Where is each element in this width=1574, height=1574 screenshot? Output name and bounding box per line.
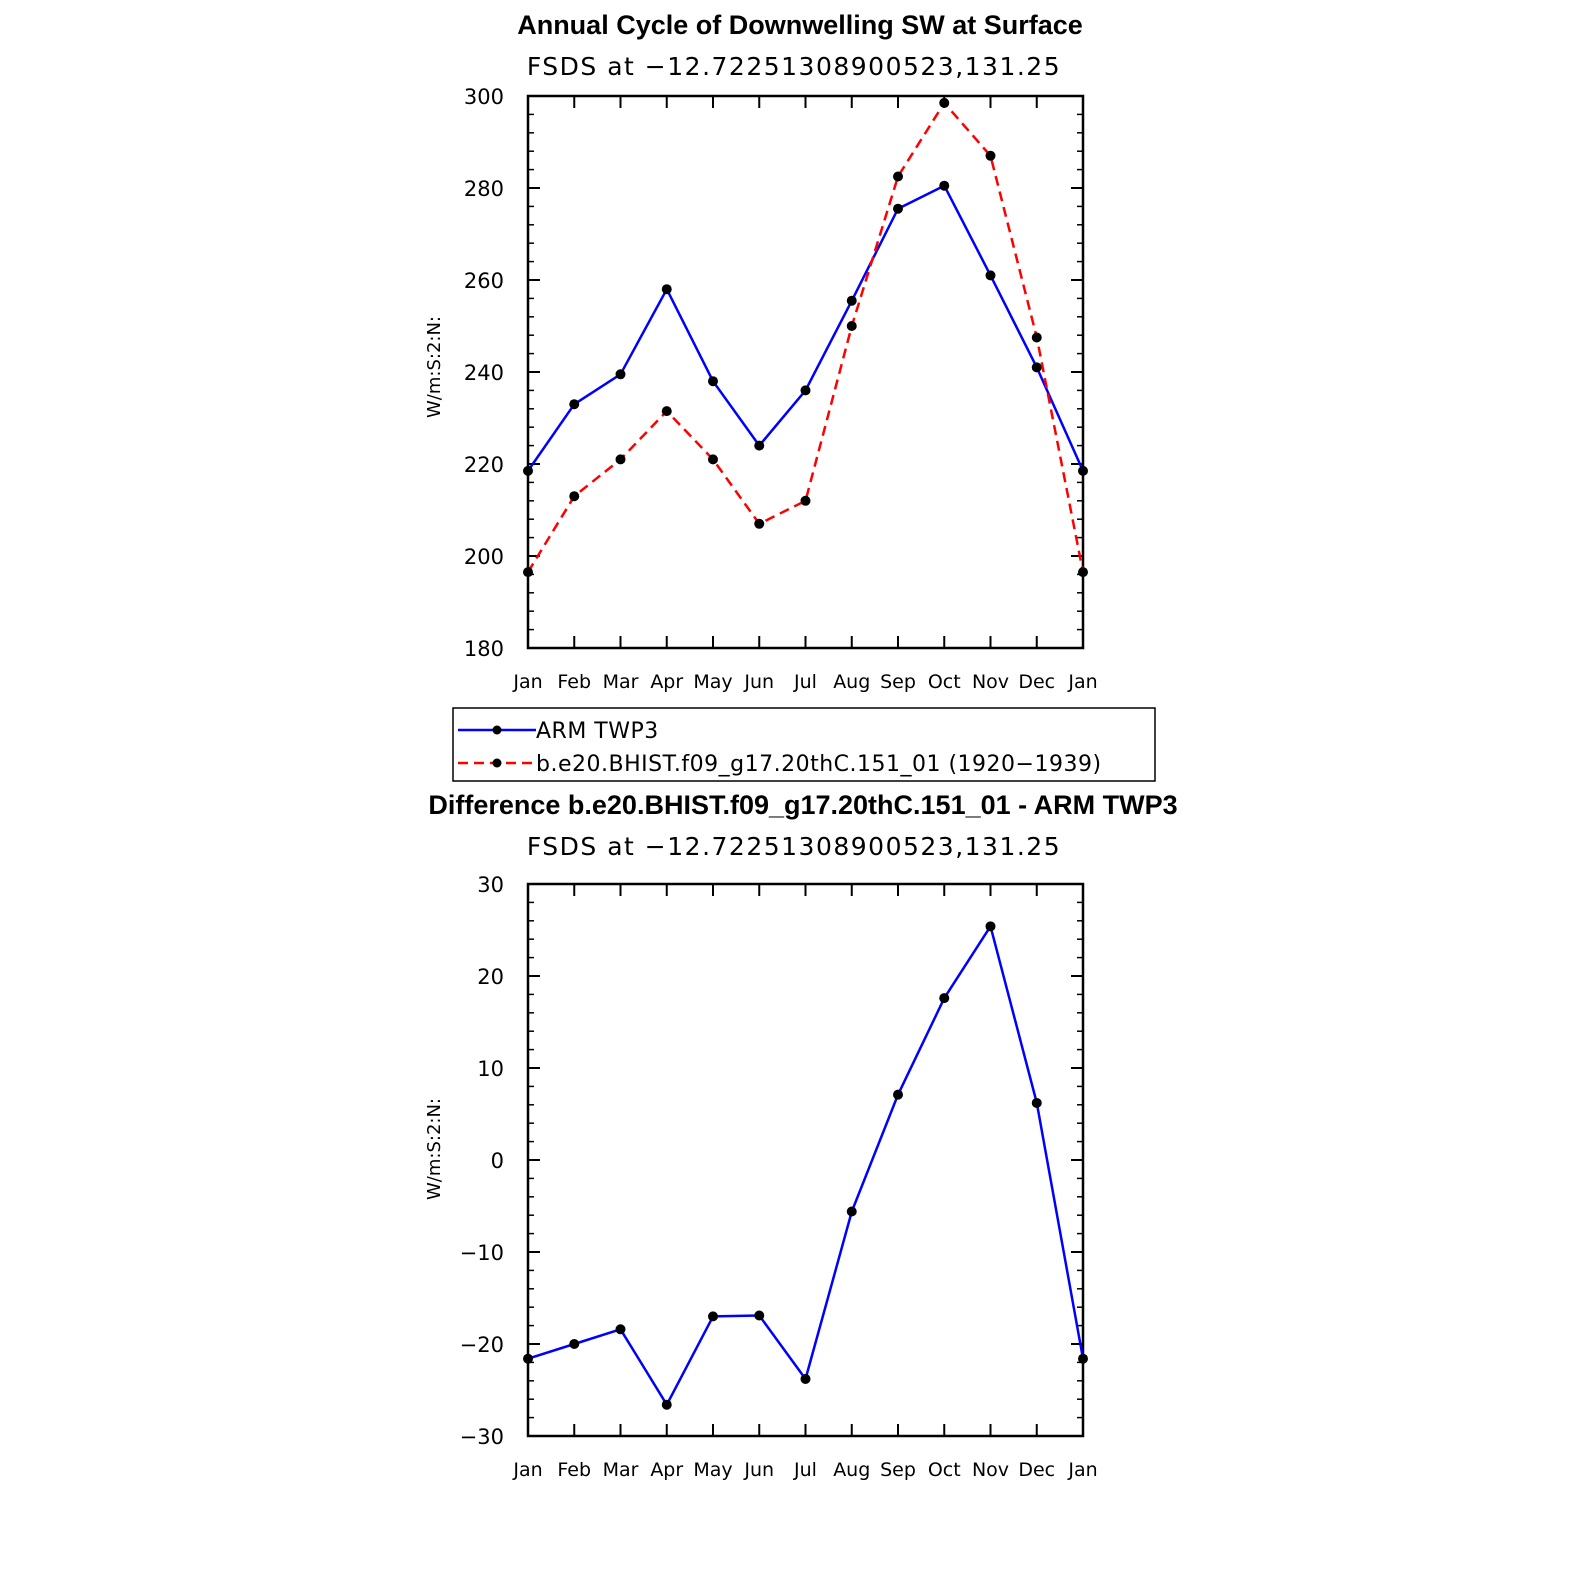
x-tick-label: Dec	[1018, 1459, 1055, 1481]
data-point	[661, 406, 672, 417]
y-tick-label: 180	[464, 637, 504, 661]
data-point	[800, 1373, 811, 1384]
data-point	[1031, 332, 1042, 343]
chart-title: Difference b.e20.BHIST.f09_g17.20thC.151…	[428, 790, 1177, 820]
y-tick-label: 240	[464, 361, 504, 385]
data-point	[615, 1324, 626, 1335]
data-point	[800, 495, 811, 506]
data-point	[939, 993, 950, 1004]
x-tick-label: Jul	[793, 1459, 817, 1481]
x-tick-label: Sep	[880, 671, 916, 693]
data-point	[708, 376, 718, 387]
data-point	[569, 491, 580, 502]
y-tick-label: 300	[464, 85, 504, 109]
data-point	[893, 203, 903, 214]
x-tick-label: Nov	[972, 671, 1009, 693]
x-tick-label: Jan	[512, 671, 542, 693]
y-tick-label: 20	[477, 965, 504, 989]
data-point	[569, 399, 580, 410]
data-point	[754, 440, 765, 451]
y-tick-label: 0	[491, 1149, 504, 1173]
data-point	[893, 171, 903, 182]
y-tick-label: 200	[464, 545, 504, 569]
data-point	[754, 518, 765, 529]
data-point	[893, 1089, 903, 1100]
data-point	[846, 1206, 857, 1217]
x-tick-label: Oct	[928, 1459, 961, 1481]
y-axis-label: W/m:S:2:N:	[424, 1098, 445, 1200]
legend-marker-arm-twp3	[492, 725, 502, 735]
x-tick-label: Aug	[833, 671, 870, 693]
x-tick-label: May	[693, 671, 732, 693]
legend-label-arm-twp3: ARM TWP3	[536, 719, 659, 744]
data-point	[1078, 567, 1088, 578]
y-axis-label: W/m:S:2:N:	[424, 316, 445, 418]
data-point	[985, 921, 996, 932]
y-tick-label: 280	[464, 177, 504, 201]
x-tick-label: Dec	[1018, 671, 1055, 693]
plot-frame	[526, 94, 1085, 650]
y-tick-label: −10	[460, 1241, 504, 1265]
y-tick-label: −20	[460, 1333, 504, 1357]
data-point	[708, 1311, 718, 1322]
data-point	[523, 567, 533, 578]
x-tick-label: Apr	[650, 671, 683, 693]
y-tick-label: 30	[477, 873, 504, 897]
legend-marker-model	[492, 758, 502, 768]
annual-cycle-chart: Annual Cycle of Downwelling SW at Surfac…	[424, 10, 1098, 693]
x-tick-label: Jan	[512, 1459, 542, 1481]
data-point	[846, 295, 857, 306]
y-tick-label: 10	[477, 1057, 504, 1081]
x-tick-label: Aug	[833, 1459, 870, 1481]
x-tick-label: Oct	[928, 671, 961, 693]
legend: ARM TWP3 b.e20.BHIST.f09_g17.20thC.151_0…	[452, 707, 1156, 782]
plot-frame	[526, 882, 1085, 1438]
data-point	[1031, 362, 1042, 373]
x-tick-label: Mar	[603, 671, 639, 693]
data-point	[1078, 1353, 1088, 1364]
y-tick-label: −30	[460, 1425, 504, 1449]
y-tick-label: 220	[464, 453, 504, 477]
data-point	[661, 1399, 672, 1410]
data-point	[939, 97, 950, 108]
series-line-0	[527, 925, 1085, 1406]
chart-subtitle: FSDS at −12.72251308900523,131.25	[527, 832, 1061, 861]
data-point	[754, 1310, 765, 1321]
data-point	[985, 270, 996, 281]
data-point	[939, 180, 950, 191]
x-tick-label: Jul	[793, 671, 817, 693]
x-tick-label: Jan	[1067, 1459, 1097, 1481]
x-tick-label: Mar	[603, 1459, 639, 1481]
x-tick-label: Feb	[557, 1459, 591, 1481]
data-point	[523, 1353, 533, 1364]
data-point	[1078, 465, 1088, 476]
data-point	[569, 1339, 580, 1349]
x-tick-label: Jun	[743, 671, 774, 693]
data-point	[523, 465, 533, 476]
data-point	[615, 454, 626, 465]
x-tick-label: Sep	[880, 1459, 916, 1481]
data-point	[615, 369, 626, 380]
data-point	[846, 321, 857, 331]
x-tick-label: Apr	[650, 1459, 683, 1481]
difference-chart: Difference b.e20.BHIST.f09_g17.20thC.151…	[424, 790, 1178, 1481]
data-point	[1031, 1097, 1042, 1108]
x-tick-label: May	[693, 1459, 732, 1481]
data-point	[708, 454, 718, 465]
chart-subtitle: FSDS at −12.72251308900523,131.25	[527, 52, 1061, 81]
data-point	[661, 284, 672, 295]
series-line-0	[526, 184, 1085, 472]
legend-box	[452, 707, 1156, 782]
data-point	[985, 150, 996, 161]
y-tick-label: 260	[464, 269, 504, 293]
legend-label-model: b.e20.BHIST.f09_g17.20thC.151_01 (1920−1…	[536, 752, 1102, 777]
x-tick-label: Jun	[743, 1459, 774, 1481]
chart-title: Annual Cycle of Downwelling SW at Surfac…	[517, 10, 1083, 40]
data-point	[800, 385, 811, 396]
x-tick-label: Nov	[972, 1459, 1009, 1481]
x-tick-label: Feb	[557, 671, 591, 693]
x-tick-label: Jan	[1067, 671, 1097, 693]
